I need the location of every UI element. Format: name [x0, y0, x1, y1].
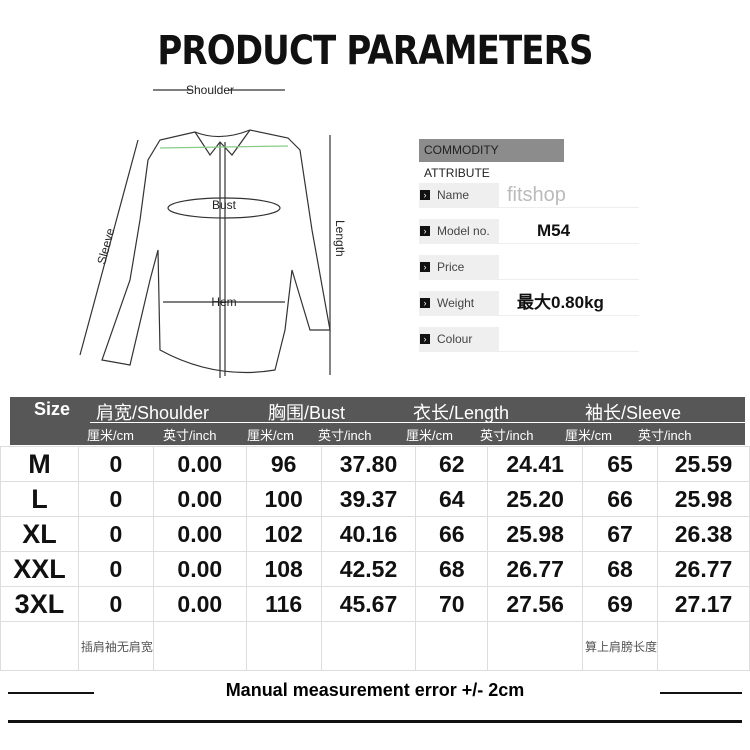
value-cell: 27.17 [657, 586, 750, 622]
size-cell: L [0, 481, 79, 517]
value-cell: 27.56 [487, 586, 584, 622]
measurement-note: Manual measurement error +/- 2cm [225, 680, 525, 700]
note-cell [245, 621, 322, 671]
shoulder-label: Shoulder [186, 83, 234, 97]
brand-logo: fitshop [507, 184, 566, 206]
attribute-row-name: › Name fitshop [419, 183, 639, 208]
value-cell: 0.00 [152, 551, 247, 587]
value-cell: 45.67 [320, 586, 417, 622]
value-cell: 67 [582, 516, 659, 552]
value-cell: 102 [245, 516, 322, 552]
value-cell: 26.38 [657, 516, 750, 552]
value-cell: 66 [415, 516, 489, 552]
value-cell: 68 [415, 551, 489, 587]
value-cell: 100 [245, 481, 322, 517]
divider [8, 692, 94, 694]
table-row: 3XL 0 0.00 116 45.67 70 27.56 69 27.17 [0, 586, 750, 622]
attribute-row-model: › Model no. M54 [419, 219, 639, 244]
attribute-row-price: › Price [419, 255, 639, 280]
value-cell: 26.77 [657, 551, 750, 587]
value-cell: 96 [245, 446, 322, 482]
value-cell: 37.80 [320, 446, 417, 482]
value-cell: 39.37 [320, 481, 417, 517]
note-cell: 算上肩膀长度 [582, 621, 659, 671]
value-cell: 116 [245, 586, 322, 622]
attribute-row-weight: › Weight 最大0.80kg [419, 291, 639, 316]
value-cell: 0 [77, 586, 154, 622]
arrow-icon: › [420, 334, 430, 344]
note-row: 插肩袖无肩宽 算上肩膀长度 [0, 621, 750, 671]
size-cell: M [0, 446, 79, 482]
table-row: L 0 0.00 100 39.37 64 25.20 66 25.98 [0, 481, 750, 517]
table-row: XL 0 0.00 102 40.16 66 25.98 67 26.38 [0, 516, 750, 552]
value-cell: 26.77 [487, 551, 584, 587]
value-cell: 0.00 [152, 516, 247, 552]
table-row: M 0 0.00 96 37.80 62 24.41 65 25.59 [0, 446, 750, 482]
hem-label: Hem [211, 295, 236, 309]
note-cell [415, 621, 489, 671]
sleeve-label: Sleeve [94, 226, 117, 265]
note-cell [657, 621, 750, 671]
note-cell [0, 621, 79, 671]
bust-label: Bust [212, 198, 237, 212]
value-cell: 0 [77, 551, 154, 587]
value-cell: 25.98 [657, 481, 750, 517]
value-cell: 25.98 [487, 516, 584, 552]
length-label: Length [333, 220, 347, 257]
arrow-icon: › [420, 190, 430, 200]
value-cell: 70 [415, 586, 489, 622]
commodity-attribute-heading: COMMODITY ATTRIBUTE [419, 139, 564, 180]
value-cell: 0.00 [152, 481, 247, 517]
divider [8, 720, 742, 723]
value-cell: 40.16 [320, 516, 417, 552]
value-cell: 64 [415, 481, 489, 517]
value-cell: 0 [77, 516, 154, 552]
value-cell: 68 [582, 551, 659, 587]
shirt-diagram: Shoulder Bust Hem Length Sleeve [79, 83, 347, 378]
note-cell [320, 621, 417, 671]
value-cell: 65 [582, 446, 659, 482]
page-title: PRODUCT PARAMETERS [157, 28, 593, 74]
value-cell: 25.20 [487, 481, 584, 517]
arrow-icon: › [420, 298, 430, 308]
size-cell: XL [0, 516, 79, 552]
note-cell: 插肩袖无肩宽 [77, 621, 154, 671]
size-table-header: Size 肩宽/Shoulder 胸围/Bust 衣长/Length 袖长/Sl… [10, 397, 745, 445]
value-cell: 108 [245, 551, 322, 587]
value-cell: 0 [77, 481, 154, 517]
note-cell [152, 621, 247, 671]
value-cell: 66 [582, 481, 659, 517]
table-row: XXL 0 0.00 108 42.52 68 26.77 68 26.77 [0, 551, 750, 587]
value-cell: 25.59 [657, 446, 750, 482]
size-cell: 3XL [0, 586, 79, 622]
value-cell: 42.52 [320, 551, 417, 587]
divider [660, 692, 742, 694]
attribute-row-colour: › Colour [419, 327, 639, 352]
note-cell [487, 621, 584, 671]
value-cell: 24.41 [487, 446, 584, 482]
size-table: M 0 0.00 96 37.80 62 24.41 65 25.59 L 0 0.00 100 39.3… [0, 446, 750, 671]
value-cell: 0 [77, 446, 154, 482]
value-cell: 69 [582, 586, 659, 622]
value-cell: 62 [415, 446, 489, 482]
size-cell: XXL [0, 551, 79, 587]
arrow-icon: › [420, 226, 430, 236]
value-cell: 0.00 [152, 586, 247, 622]
arrow-icon: › [420, 262, 430, 272]
value-cell: 0.00 [152, 446, 247, 482]
size-header: Size [34, 399, 71, 419]
